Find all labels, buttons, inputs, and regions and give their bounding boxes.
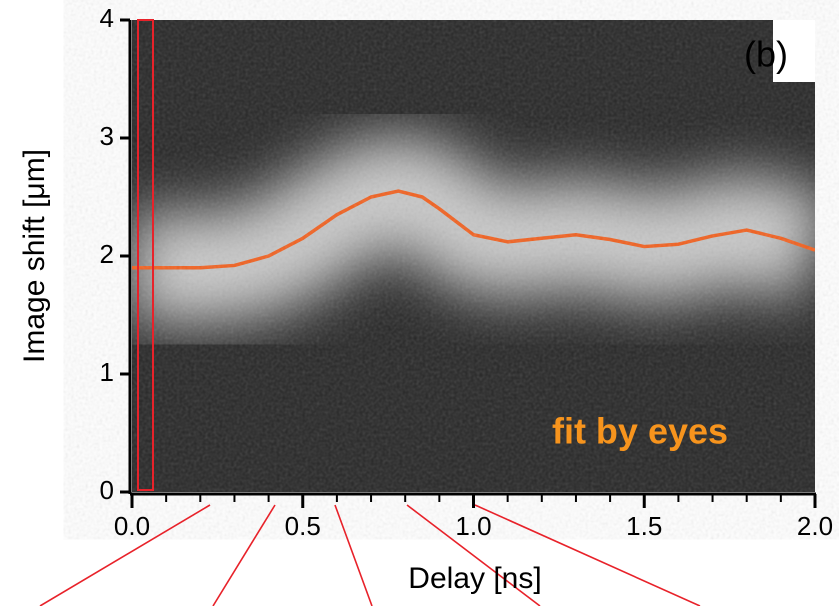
callout-lines (39, 504, 701, 606)
panel-label-box (773, 20, 815, 82)
callout-line (334, 504, 373, 606)
callout-line (39, 504, 211, 606)
x-tick-label: 1.5 (626, 511, 662, 541)
x-tick-label: 2.0 (797, 511, 833, 541)
y-tick-label: 0 (100, 475, 114, 505)
x-tick-label: 0.0 (114, 511, 150, 541)
x-tick-label: 1.0 (455, 511, 491, 541)
panel-label: (b) (744, 34, 788, 75)
callout-line (474, 504, 701, 606)
legend-label: fit by eyes (552, 411, 728, 452)
callout-line (406, 504, 541, 606)
y-tick-label: 4 (100, 3, 114, 33)
y-tick-label: 2 (100, 239, 114, 269)
highlight-box (137, 19, 154, 491)
x-tick-label: 0.5 (285, 511, 321, 541)
x-axis-title: Delay [ns] (408, 562, 541, 595)
noise-texture (132, 20, 815, 492)
callout-line (212, 504, 276, 606)
y-tick-label: 3 (100, 121, 114, 151)
y-axis-title: Image shift [μm] (18, 149, 51, 363)
y-tick-label: 1 (100, 357, 114, 387)
